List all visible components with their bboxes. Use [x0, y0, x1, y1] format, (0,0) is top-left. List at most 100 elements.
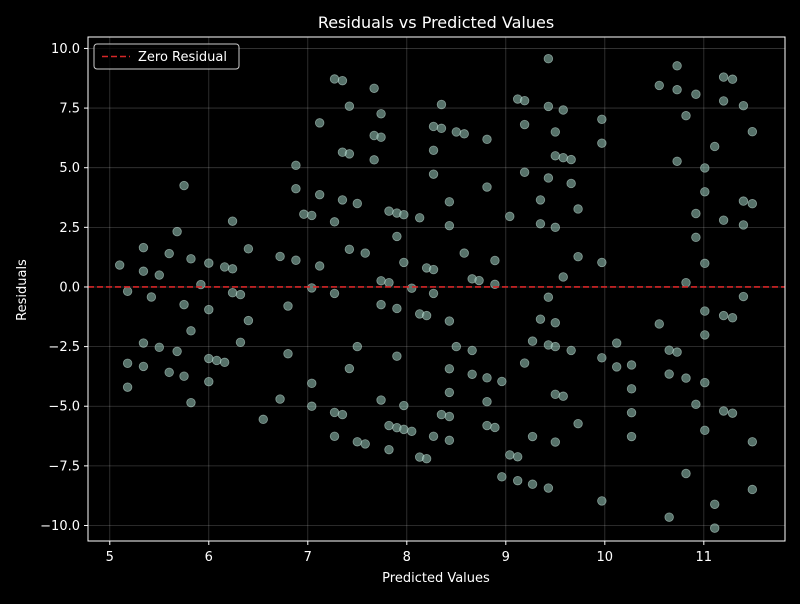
scatter-point	[172, 346, 182, 357]
data-points	[114, 54, 758, 533]
scatter-point	[376, 132, 386, 142]
scatter-point	[672, 85, 682, 95]
scatter-point	[718, 406, 729, 416]
scatter-point	[428, 169, 439, 179]
scatter-point	[122, 358, 133, 369]
scatter-point	[497, 472, 507, 482]
x-tick-label: 10	[597, 550, 614, 565]
scatter-point	[467, 369, 477, 379]
scatter-point	[399, 209, 409, 220]
plot-frame	[87, 36, 786, 542]
y-axis-ticks: −10.0 −7.5 −5.0 −2.5 0.0 2.5 5.0 7.5 10.0	[40, 42, 88, 534]
scatter-point	[543, 54, 554, 64]
scatter-point	[738, 100, 749, 111]
scatter-point	[512, 452, 523, 462]
scatter-point	[490, 255, 500, 266]
scatter-point	[307, 378, 317, 389]
scatter-point	[283, 349, 293, 359]
scatter-point	[558, 391, 568, 401]
scatter-point	[691, 399, 701, 410]
scatter-point	[543, 292, 554, 302]
scatter-point	[535, 314, 546, 324]
scatter-point	[360, 439, 370, 449]
scatter-point	[421, 454, 432, 464]
scatter-point	[700, 377, 710, 388]
scatter-point	[727, 74, 738, 84]
legend-label-zero-residual: Zero Residual	[138, 50, 227, 65]
scatter-point	[519, 358, 530, 368]
scatter-point	[428, 288, 439, 299]
scatter-point	[444, 364, 455, 374]
scatter-point	[626, 431, 637, 442]
x-tick-label: 9	[502, 550, 510, 565]
scatter-point	[275, 251, 285, 262]
scatter-point	[314, 118, 325, 128]
scatter-point	[407, 283, 417, 293]
scatter-point	[204, 304, 214, 315]
scatter-point	[681, 468, 691, 479]
scatter-point	[154, 270, 164, 280]
scatter-point	[482, 397, 492, 407]
scatter-point	[681, 277, 691, 288]
scatter-point	[550, 389, 561, 400]
x-tick-label: 8	[403, 550, 411, 565]
scatter-point	[527, 336, 538, 346]
scatter-point	[421, 310, 432, 321]
scatter-point	[718, 72, 729, 82]
scatter-point	[573, 204, 583, 214]
scatter-point	[179, 371, 189, 381]
scatter-point	[384, 444, 394, 455]
scatter-point	[291, 184, 301, 194]
scatter-point	[392, 303, 402, 314]
scatter-point	[558, 105, 568, 115]
x-axis-label: Predicted Values	[382, 571, 490, 586]
scatter-point	[122, 286, 133, 296]
scatter-point	[352, 341, 362, 352]
scatter-point	[566, 154, 576, 165]
scatter-point	[700, 258, 710, 269]
scatter-point	[329, 217, 340, 227]
scatter-point	[727, 408, 738, 418]
scatter-point	[611, 338, 622, 348]
scatter-point	[399, 424, 409, 435]
scatter-point	[664, 512, 674, 522]
scatter-point	[691, 232, 701, 243]
scatter-point	[550, 437, 561, 447]
scatter-point	[597, 353, 607, 363]
scatter-point	[384, 277, 394, 288]
scatter-point	[700, 306, 710, 316]
scatter-point	[275, 394, 285, 404]
scatter-point	[337, 195, 348, 205]
scatter-point	[114, 260, 125, 270]
scatter-point	[376, 299, 386, 310]
y-tick-label: −7.5	[48, 459, 80, 474]
scatter-point	[497, 376, 507, 387]
scatter-point	[718, 215, 729, 225]
scatter-point	[512, 475, 523, 486]
y-tick-label: 2.5	[59, 221, 80, 236]
scatter-point	[227, 216, 238, 226]
scatter-point	[399, 257, 409, 268]
scatter-point	[146, 292, 157, 302]
scatter-point	[337, 409, 348, 420]
scatter-point	[329, 74, 340, 84]
scatter-point	[138, 266, 149, 276]
scatter-point	[482, 420, 492, 431]
scatter-point	[428, 431, 439, 441]
scatter-point	[428, 121, 439, 132]
scatter-point	[444, 197, 455, 207]
scatter-point	[337, 75, 348, 86]
x-tick-label: 5	[106, 550, 114, 565]
scatter-point	[243, 315, 254, 326]
scatter-point	[482, 182, 492, 192]
scatter-point	[573, 251, 583, 262]
scatter-point	[360, 248, 370, 258]
scatter-point	[672, 61, 682, 71]
scatter-point	[727, 313, 738, 323]
scatter-point	[738, 220, 749, 230]
legend: Zero Residual	[93, 43, 240, 70]
scatter-point	[691, 89, 701, 99]
scatter-point	[566, 345, 576, 356]
scatter-point	[436, 409, 447, 420]
